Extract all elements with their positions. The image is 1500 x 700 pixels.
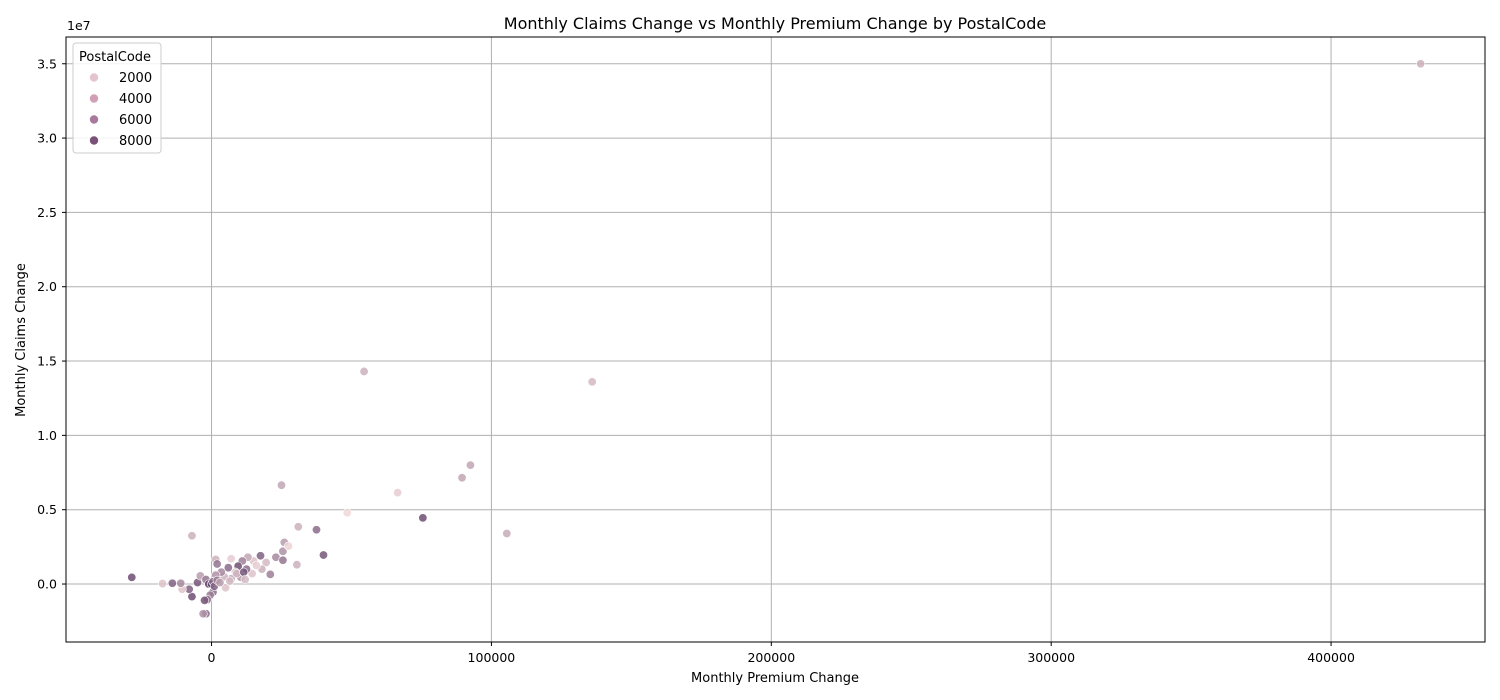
- scatter-point: [127, 572, 137, 582]
- scatter-point: [226, 554, 236, 564]
- scatter-point: [158, 579, 168, 589]
- x-tick-label: 200000: [747, 650, 795, 665]
- scatter-point: [221, 583, 231, 593]
- scatter-point: [225, 576, 235, 586]
- y-tick-label: 1.5: [37, 354, 57, 369]
- scatter-point: [167, 578, 177, 588]
- y-axis-title: Monthly Claims Change: [14, 263, 29, 417]
- y-axis-ticks: 0.0 0.5 1.0 1.5 2.0 2.5 3.0 3.5: [37, 56, 66, 592]
- legend-marker: [89, 136, 99, 145]
- plot-frame: [65, 36, 1486, 643]
- chart-title: Monthly Claims Change vs Monthly Premium…: [504, 14, 1046, 33]
- scatter-point: [256, 551, 266, 561]
- y-tick-label: 0.0: [37, 577, 57, 592]
- legend-label: 2000: [119, 71, 152, 86]
- legend-marker: [89, 73, 99, 82]
- scatter-point: [215, 578, 225, 588]
- scatter-point: [198, 609, 208, 619]
- scatter-point: [311, 525, 321, 535]
- legend-box: [72, 42, 162, 154]
- scatter-point: [187, 531, 197, 541]
- x-tick-label: 400000: [1307, 650, 1355, 665]
- scatter-point: [278, 555, 288, 565]
- scatter-point: [212, 559, 222, 569]
- x-tick-label: 100000: [468, 650, 516, 665]
- legend-marker: [89, 115, 99, 124]
- scatter-point: [1416, 59, 1426, 69]
- legend-marker: [89, 94, 99, 103]
- scatter-point: [277, 480, 287, 490]
- scatter-point: [292, 560, 302, 570]
- scatter-point: [418, 513, 428, 523]
- scatter-point: [278, 546, 288, 556]
- scatter-point: [293, 522, 303, 532]
- legend-label: 8000: [119, 134, 152, 149]
- scatter-point: [342, 508, 352, 518]
- legend: PostalCode 2000 4000 6000 8000: [72, 42, 162, 154]
- y-offset-label: 1e7: [67, 18, 91, 33]
- legend-label: 4000: [119, 92, 152, 107]
- scatter-point: [457, 473, 467, 483]
- x-tick-label: 300000: [1027, 650, 1075, 665]
- scatter-point: [223, 563, 233, 573]
- legend-title: PostalCode: [79, 50, 151, 65]
- scatter-point: [284, 541, 294, 551]
- x-tick-label: 0: [208, 650, 216, 665]
- scatter-point: [465, 460, 475, 470]
- x-axis-ticks: 0 100000 200000 300000 400000: [208, 642, 1355, 665]
- scatter-point: [200, 595, 210, 605]
- scatter-point: [502, 528, 512, 538]
- scatter-point: [176, 578, 186, 588]
- y-tick-label: 2.5: [37, 205, 57, 220]
- x-axis-title: Monthly Premium Change: [691, 671, 859, 686]
- scatter-point: [239, 567, 249, 577]
- data-points: [127, 59, 1426, 619]
- scatter-point: [251, 560, 261, 570]
- scatter-point: [261, 557, 271, 567]
- scatter-point: [393, 488, 403, 498]
- y-tick-label: 3.5: [37, 56, 57, 71]
- y-tick-label: 2.0: [37, 279, 57, 294]
- y-tick-label: 0.5: [37, 502, 57, 517]
- y-tick-label: 3.0: [37, 131, 57, 146]
- scatter-point: [265, 569, 275, 579]
- grid-lines: [66, 37, 1485, 642]
- scatter-point: [318, 550, 328, 560]
- scatter-point: [359, 366, 369, 376]
- y-tick-label: 1.0: [37, 428, 57, 443]
- scatter-point: [587, 377, 597, 387]
- scatter-point: [240, 575, 250, 585]
- legend-label: 6000: [119, 113, 152, 128]
